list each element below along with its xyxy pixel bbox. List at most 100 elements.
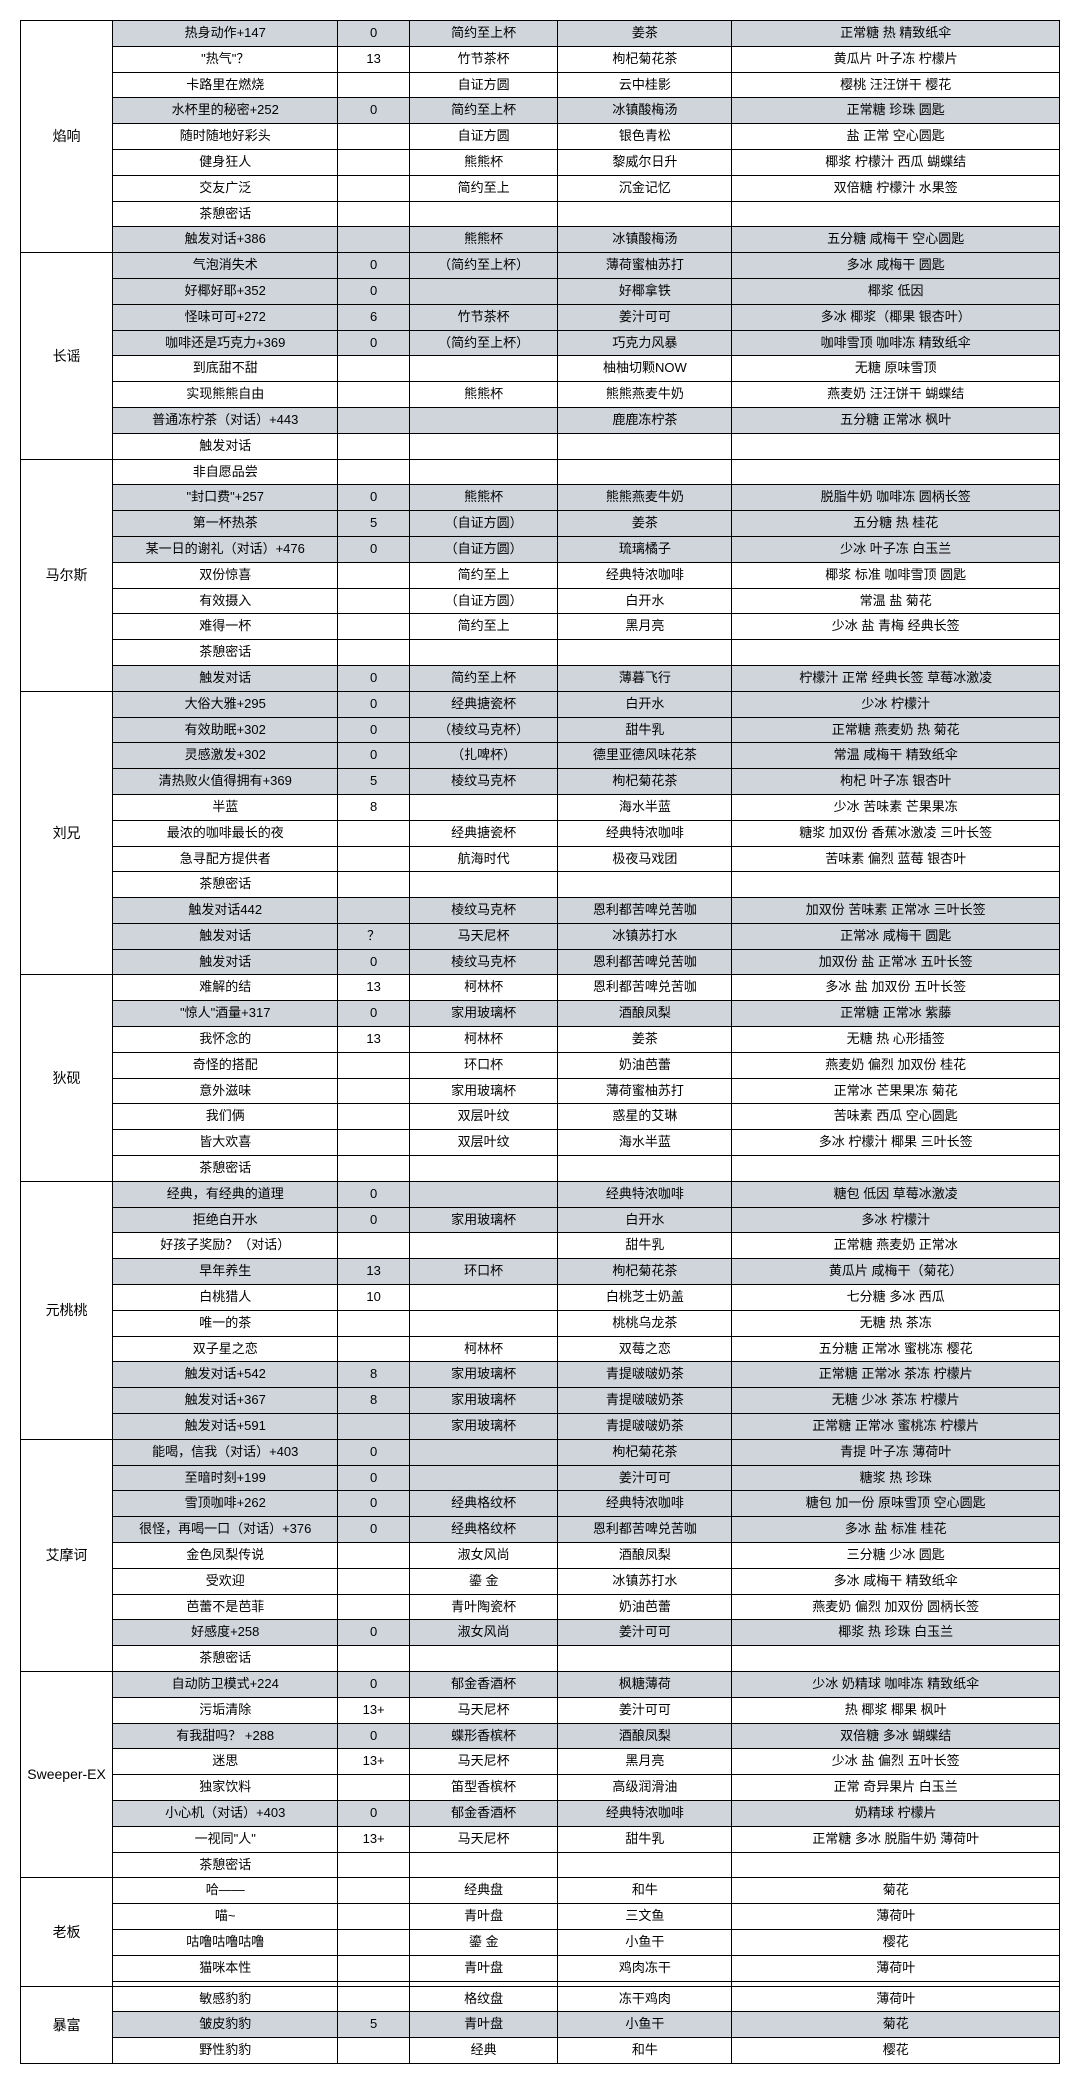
cell-c4: 经典特浓咖啡 xyxy=(558,562,732,588)
cell-c2 xyxy=(338,614,410,640)
cell-c1: 至暗时刻+199 xyxy=(113,1465,338,1491)
table-row: 咕噜咕噜咕噜鎏 金小鱼干樱花 xyxy=(21,1929,1060,1955)
cell-c3: 棱纹马克杯 xyxy=(409,898,557,924)
cell-c2 xyxy=(338,356,410,382)
cell-c1: 触发对话+367 xyxy=(113,1388,338,1414)
cell-c1: 意外滋味 xyxy=(113,1078,338,1104)
cell-c4 xyxy=(558,1156,732,1182)
cell-c4: 三文鱼 xyxy=(558,1904,732,1930)
cell-c2: 0 xyxy=(338,1465,410,1491)
cell-c2: 0 xyxy=(338,1620,410,1646)
cell-c4: 银色青松 xyxy=(558,124,732,150)
category-cell: 艾摩诃 xyxy=(21,1439,113,1671)
cell-c2: 0 xyxy=(338,1800,410,1826)
cell-c1: 有我甜吗？ +288 xyxy=(113,1723,338,1749)
cell-c1: "封口费"+257 xyxy=(113,485,338,511)
cell-c3: 淑女风尚 xyxy=(409,1543,557,1569)
cell-c5: 加双份 苦味素 正常冰 三叶长签 xyxy=(732,898,1060,924)
cell-c1: "热气"？ xyxy=(113,46,338,72)
cell-c1: 污垢清除 xyxy=(113,1697,338,1723)
cell-c3: 双层叶纹 xyxy=(409,1130,557,1156)
cell-c2: 13 xyxy=(338,975,410,1001)
cell-c3: 家用玻璃杯 xyxy=(409,1362,557,1388)
cell-c2: 0 xyxy=(338,665,410,691)
cell-c5: 樱桃 汪汪饼干 樱花 xyxy=(732,72,1060,98)
cell-c3: 环口杯 xyxy=(409,1259,557,1285)
cell-c4: 海水半蓝 xyxy=(558,794,732,820)
cell-c4: 惑星的艾琳 xyxy=(558,1104,732,1130)
cell-c4: 姜汁可可 xyxy=(558,1620,732,1646)
cell-c5: 少冰 盐 偏烈 五叶长签 xyxy=(732,1749,1060,1775)
cell-c1: 我们俩 xyxy=(113,1104,338,1130)
cell-c5 xyxy=(732,640,1060,666)
cell-c4: 小鱼干 xyxy=(558,1929,732,1955)
cell-c2 xyxy=(338,1878,410,1904)
cell-c1: 好感度+258 xyxy=(113,1620,338,1646)
cell-c1: "惊人"酒量+317 xyxy=(113,1001,338,1027)
cell-c3: （简约至上杯） xyxy=(409,253,557,279)
table-row: 灵感激发+3020（扎啤杯）德里亚德风味花茶常温 咸梅干 精致纸伞 xyxy=(21,743,1060,769)
cell-c3: 青叶陶瓷杯 xyxy=(409,1594,557,1620)
cell-c5: 椰浆 柠檬汁 西瓜 蝴蝶结 xyxy=(732,149,1060,175)
cell-c4: 枸杞菊花茶 xyxy=(558,46,732,72)
cell-c2: 0 xyxy=(338,278,410,304)
category-cell: 马尔斯 xyxy=(21,459,113,691)
cell-c5: 多冰 椰浆（椰果 银杏叶） xyxy=(732,304,1060,330)
cell-c1: 茶憩密话 xyxy=(113,1156,338,1182)
cell-c2: 13 xyxy=(338,1259,410,1285)
cell-c2: 0 xyxy=(338,253,410,279)
cell-c1: 喵~ xyxy=(113,1904,338,1930)
cell-c4 xyxy=(558,459,732,485)
cell-c3: 经典格纹杯 xyxy=(409,1517,557,1543)
cell-c4 xyxy=(558,872,732,898)
table-row: 受欢迎鎏 金冰镇苏打水多冰 咸梅干 精致纸伞 xyxy=(21,1568,1060,1594)
cell-c3: 郁金香酒杯 xyxy=(409,1672,557,1698)
cell-c3 xyxy=(409,407,557,433)
cell-c2 xyxy=(338,1336,410,1362)
cell-c5 xyxy=(732,433,1060,459)
table-row: 触发对话？马天尼杯冰镇苏打水正常冰 咸梅干 圆匙 xyxy=(21,923,1060,949)
cell-c5: 少冰 叶子冻 白玉兰 xyxy=(732,536,1060,562)
table-row: 拒绝白开水0家用玻璃杯白开水多冰 柠檬汁 xyxy=(21,1207,1060,1233)
cell-c4: 沉金记忆 xyxy=(558,175,732,201)
cell-c4: 冰镇苏打水 xyxy=(558,923,732,949)
table-row: 实现熊熊自由熊熊杯熊熊燕麦牛奶燕麦奶 汪汪饼干 蝴蝶结 xyxy=(21,382,1060,408)
cell-c4: 枫糖薄荷 xyxy=(558,1672,732,1698)
table-row: 我怀念的13柯林杯姜茶无糖 热 心形插签 xyxy=(21,1027,1060,1053)
cell-c5: 正常糖 热 精致纸伞 xyxy=(732,21,1060,47)
cell-c2: 6 xyxy=(338,304,410,330)
cell-c5: 菊花 xyxy=(732,1878,1060,1904)
cell-c4: 双莓之恋 xyxy=(558,1336,732,1362)
cell-c5: 五分糖 热 桂花 xyxy=(732,511,1060,537)
table-row: 意外滋味家用玻璃杯薄荷蜜柚苏打正常冰 芒果果冻 菊花 xyxy=(21,1078,1060,1104)
cell-c2 xyxy=(338,149,410,175)
cell-c2: 0 xyxy=(338,1439,410,1465)
cell-c5: 菊花 xyxy=(732,2012,1060,2038)
cell-c4: 冻干鸡肉 xyxy=(558,1986,732,2012)
cell-c5: 燕麦奶 偏烈 加双份 桂花 xyxy=(732,1052,1060,1078)
cell-c3: 熊熊杯 xyxy=(409,149,557,175)
table-row: 难得一杯简约至上黑月亮少冰 盐 青梅 经典长签 xyxy=(21,614,1060,640)
cell-c4: 恩利都苦啤兑苦咖 xyxy=(558,975,732,1001)
cell-c5: 盐 正常 空心圆匙 xyxy=(732,124,1060,150)
cell-c1: 灵感激发+302 xyxy=(113,743,338,769)
cell-c4: 和牛 xyxy=(558,1878,732,1904)
cell-c3: 马天尼杯 xyxy=(409,923,557,949)
cell-c3 xyxy=(409,459,557,485)
cell-c1: 急寻配方提供者 xyxy=(113,846,338,872)
cell-c4: 薄荷蜜柚苏打 xyxy=(558,253,732,279)
cell-c2 xyxy=(338,1568,410,1594)
cell-c1: 金色凤梨传说 xyxy=(113,1543,338,1569)
cell-c4: 甜牛乳 xyxy=(558,1826,732,1852)
cell-c4: 奶油芭蕾 xyxy=(558,1594,732,1620)
cell-c3: 淑女风尚 xyxy=(409,1620,557,1646)
cell-c4: 白开水 xyxy=(558,588,732,614)
cell-c4: 好椰拿铁 xyxy=(558,278,732,304)
cell-c2 xyxy=(338,1156,410,1182)
cell-c2: 0 xyxy=(338,1517,410,1543)
cell-c4: 奶油芭蕾 xyxy=(558,1052,732,1078)
cell-c1: 猫咪本性 xyxy=(113,1955,338,1981)
cell-c4: 姜汁可可 xyxy=(558,1697,732,1723)
cell-c2: 10 xyxy=(338,1285,410,1311)
cell-c1: 触发对话 xyxy=(113,665,338,691)
